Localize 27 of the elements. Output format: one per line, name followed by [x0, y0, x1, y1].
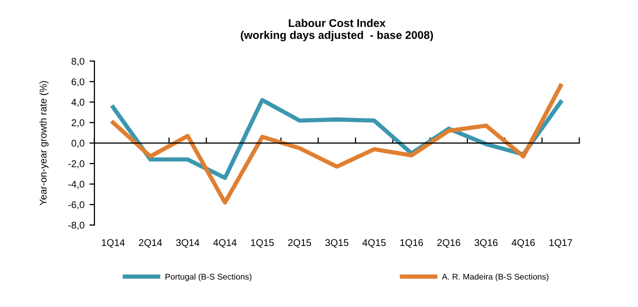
y-tick-label: 2,0	[72, 119, 84, 128]
chart-title: Labour Cost Index (working days adjusted - base 2008)	[240, 18, 433, 42]
x-tick-label: 2Q14	[138, 239, 162, 248]
x-tick-label: 3Q14	[176, 239, 200, 248]
y-tick-label: -4,0	[68, 180, 84, 189]
y-tick-label: -6,0	[68, 201, 84, 210]
x-tick-label: 1Q16	[400, 239, 423, 248]
y-tick-label: 0,0	[72, 140, 84, 148]
x-tick-label: 1Q14	[102, 239, 125, 248]
x-tick-label: 2Q15	[288, 239, 312, 248]
y-axis-title: Year-on-year growth rate (%)	[39, 81, 49, 206]
x-tick-label: 2Q16	[437, 239, 460, 248]
legend-label: A. R. Madeira (B-S Sections)	[442, 274, 548, 282]
x-tick-label: 1Q17	[550, 239, 572, 248]
y-tick-label: 6,0	[72, 78, 84, 86]
x-tick-label: 1Q15	[251, 239, 274, 248]
x-tick-label: 4Q16	[512, 239, 535, 248]
legend-label: Portugal (B-S Sections)	[166, 274, 252, 282]
y-tick-label: -2,0	[68, 160, 84, 168]
x-tick-label: 3Q15	[325, 239, 348, 248]
x-tick-label: 4Q14	[213, 239, 237, 248]
y-tick-label: 4,0	[71, 98, 84, 107]
x-tick-label: 4Q15	[362, 239, 386, 248]
y-tick-label: -8,0	[68, 222, 84, 230]
x-tick-label: 3Q16	[474, 239, 498, 248]
line-series	[110, 84, 563, 205]
y-tick-label: 8,0	[72, 58, 84, 66]
